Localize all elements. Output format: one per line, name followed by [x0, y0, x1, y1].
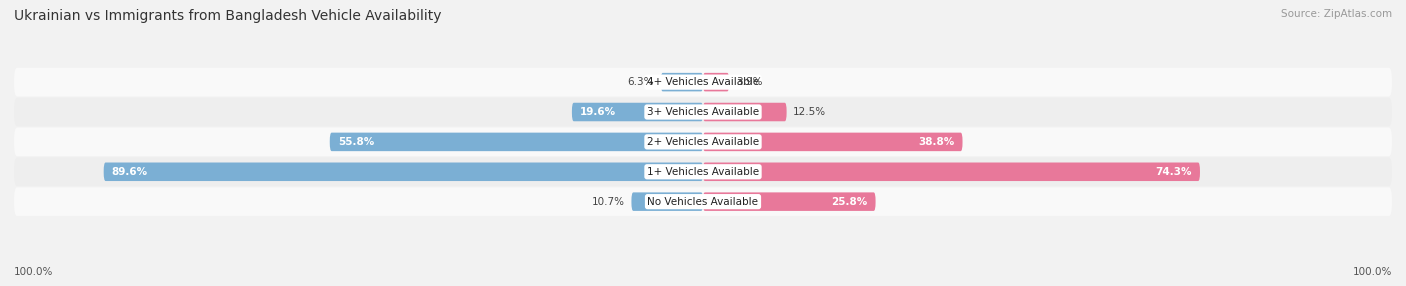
Text: Ukrainian vs Immigrants from Bangladesh Vehicle Availability: Ukrainian vs Immigrants from Bangladesh … [14, 9, 441, 23]
Text: 19.6%: 19.6% [579, 107, 616, 117]
Text: 55.8%: 55.8% [337, 137, 374, 147]
FancyBboxPatch shape [703, 73, 730, 92]
FancyBboxPatch shape [703, 133, 963, 151]
FancyBboxPatch shape [661, 73, 703, 92]
FancyBboxPatch shape [631, 192, 703, 211]
Text: 6.3%: 6.3% [627, 77, 654, 87]
FancyBboxPatch shape [14, 128, 1392, 156]
Text: 3.9%: 3.9% [735, 77, 762, 87]
FancyBboxPatch shape [703, 162, 1199, 181]
Text: 4+ Vehicles Available: 4+ Vehicles Available [647, 77, 759, 87]
FancyBboxPatch shape [14, 68, 1392, 96]
FancyBboxPatch shape [14, 187, 1392, 216]
FancyBboxPatch shape [572, 103, 703, 121]
FancyBboxPatch shape [703, 192, 876, 211]
Text: 100.0%: 100.0% [1353, 267, 1392, 277]
Text: 38.8%: 38.8% [918, 137, 955, 147]
FancyBboxPatch shape [330, 133, 703, 151]
Text: 89.6%: 89.6% [111, 167, 148, 177]
Text: Source: ZipAtlas.com: Source: ZipAtlas.com [1281, 9, 1392, 19]
Text: 10.7%: 10.7% [592, 197, 624, 207]
Text: 74.3%: 74.3% [1156, 167, 1192, 177]
Text: 12.5%: 12.5% [793, 107, 827, 117]
FancyBboxPatch shape [703, 103, 786, 121]
Text: 3+ Vehicles Available: 3+ Vehicles Available [647, 107, 759, 117]
Text: 1+ Vehicles Available: 1+ Vehicles Available [647, 167, 759, 177]
FancyBboxPatch shape [104, 162, 703, 181]
Text: 100.0%: 100.0% [14, 267, 53, 277]
Text: 2+ Vehicles Available: 2+ Vehicles Available [647, 137, 759, 147]
Text: No Vehicles Available: No Vehicles Available [648, 197, 758, 207]
Text: 25.8%: 25.8% [831, 197, 868, 207]
FancyBboxPatch shape [14, 157, 1392, 186]
FancyBboxPatch shape [14, 98, 1392, 126]
